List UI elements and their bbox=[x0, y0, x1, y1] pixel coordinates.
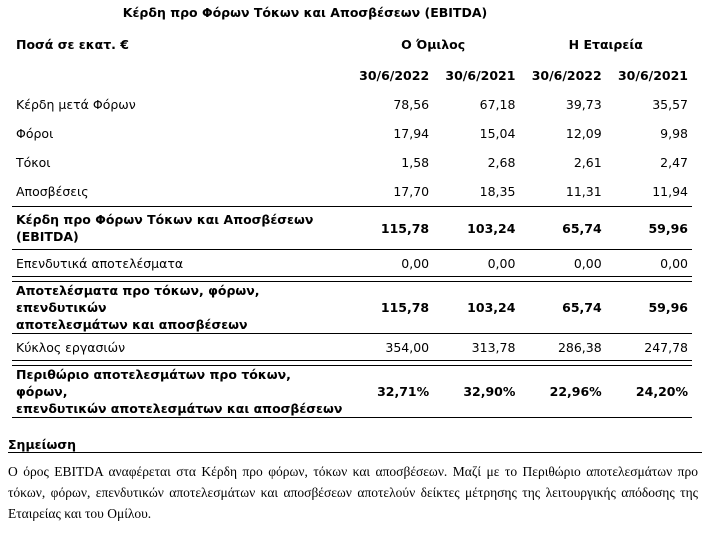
value-cell: 0,00 bbox=[433, 249, 520, 277]
value-cell: 12,09 bbox=[565, 126, 602, 141]
value-cell: 247,78 bbox=[605, 333, 692, 361]
value-cell: 15,04 bbox=[479, 126, 516, 141]
row-label: Κέρδη μετά Φόρων bbox=[16, 97, 136, 112]
table-row: Κύκλος εργασιών 354,00 313,78 286,38 247… bbox=[12, 333, 692, 361]
value-cell: 115,78 bbox=[346, 206, 434, 250]
row-label: Επενδυτικά αποτελέσματα bbox=[12, 249, 347, 277]
value-cell: 2,68 bbox=[487, 155, 516, 170]
amounts-label: Ποσά σε εκατ. € bbox=[16, 36, 129, 52]
value-cell: 67,18 bbox=[479, 97, 516, 112]
ebitda-table: Ποσά σε εκατ. € Ο Όμιλος Η Εταιρεία 30/6… bbox=[12, 28, 692, 418]
row-label: Αποσβέσεις bbox=[16, 184, 89, 199]
table-row: Αποσβέσεις 17,70 18,35 11,31 11,94 bbox=[12, 177, 692, 207]
row-label-line: επενδυτικών αποτελεσμάτων και αποσβέσεων bbox=[16, 401, 343, 416]
value-cell: 2,47 bbox=[660, 155, 688, 170]
row-label: Κύκλος εργασιών bbox=[12, 333, 347, 361]
value-cell: 354,00 bbox=[346, 333, 434, 361]
row-label: Περιθώριο αποτελεσμάτων προ τόκων, φόρων… bbox=[12, 365, 347, 418]
empty-header-cell bbox=[12, 60, 347, 90]
value-cell: 65,74 bbox=[519, 281, 606, 334]
row-label: Αποτελέσματα προ τόκων, φόρων, επενδυτικ… bbox=[12, 281, 347, 334]
note-text: Ο όρος EBITDA αναφέρεται στα Κέρδη προ φ… bbox=[8, 464, 698, 521]
date-company-2021: 30/6/2021 bbox=[617, 67, 688, 83]
table-title: Κέρδη προ Φόρων Τόκων και Αποσβέσεων (EB… bbox=[122, 5, 488, 20]
value-cell: 1,58 bbox=[401, 155, 430, 170]
value-cell: 59,96 bbox=[605, 281, 692, 334]
date-company-2022: 30/6/2022 bbox=[531, 67, 602, 83]
value-cell: 286,38 bbox=[519, 333, 606, 361]
value-cell: 22,96% bbox=[519, 365, 606, 418]
table-row: Κέρδη μετά Φόρων 78,56 67,18 39,73 35,57 bbox=[12, 90, 692, 119]
operating-results-row: Αποτελέσματα προ τόκων, φόρων, επενδυτικ… bbox=[12, 281, 692, 334]
margin-row: Περιθώριο αποτελεσμάτων προ τόκων, φόρων… bbox=[12, 365, 692, 418]
date-group-2021: 30/6/2021 bbox=[445, 67, 516, 83]
value-cell: 32,71% bbox=[346, 365, 434, 418]
note-heading: Σημείωση bbox=[8, 437, 76, 452]
table-row: Φόροι 17,94 15,04 12,09 9,98 bbox=[12, 119, 692, 148]
value-cell: 0,00 bbox=[605, 249, 692, 277]
value-cell: 17,94 bbox=[393, 126, 430, 141]
value-cell: 35,57 bbox=[652, 97, 688, 112]
value-cell: 24,20% bbox=[605, 365, 692, 418]
value-cell: 9,98 bbox=[660, 126, 688, 141]
ebitda-total-row: Κέρδη προ Φόρων Τόκων και Αποσβέσεων (EB… bbox=[12, 206, 692, 250]
value-cell: 11,94 bbox=[652, 184, 688, 199]
date-header-row: 30/6/2022 30/6/2021 30/6/2022 30/6/2021 bbox=[12, 60, 692, 90]
value-cell: 313,78 bbox=[433, 333, 520, 361]
value-cell: 0,00 bbox=[346, 249, 434, 277]
row-label-line: Περιθώριο αποτελεσμάτων προ τόκων, φόρων… bbox=[16, 367, 291, 399]
value-cell: 11,31 bbox=[565, 184, 602, 199]
table-row: Επενδυτικά αποτελέσματα 0,00 0,00 0,00 0… bbox=[12, 249, 692, 277]
value-cell: 103,24 bbox=[433, 281, 520, 334]
value-cell: 103,24 bbox=[433, 206, 520, 250]
row-label-line: (EBITDA) bbox=[16, 229, 79, 244]
value-cell: 65,74 bbox=[519, 206, 606, 250]
row-label-line: Αποτελέσματα προ τόκων, φόρων, επενδυτικ… bbox=[16, 283, 260, 315]
row-label: Κέρδη προ Φόρων Τόκων και Αποσβέσεων (EB… bbox=[12, 206, 347, 250]
value-cell: 2,61 bbox=[573, 155, 602, 170]
note-divider bbox=[8, 452, 702, 453]
table-row: Τόκοι 1,58 2,68 2,61 2,47 bbox=[12, 148, 692, 177]
company-label: Η Εταιρεία bbox=[568, 36, 643, 52]
value-cell: 17,70 bbox=[393, 184, 430, 199]
row-label-line: Κέρδη προ Φόρων Τόκων και Αποσβέσεων bbox=[16, 212, 314, 227]
value-cell: 59,96 bbox=[605, 206, 692, 250]
row-label: Φόροι bbox=[16, 126, 54, 141]
value-cell: 0,00 bbox=[519, 249, 606, 277]
value-cell: 39,73 bbox=[565, 97, 602, 112]
value-cell: 18,35 bbox=[479, 184, 516, 199]
row-label-line: αποτελεσμάτων και αποσβέσεων bbox=[16, 317, 248, 332]
value-cell: 32,90% bbox=[433, 365, 520, 418]
date-group-2022: 30/6/2022 bbox=[359, 67, 430, 83]
value-cell: 78,56 bbox=[393, 97, 430, 112]
group-label: Ο Όμιλος bbox=[401, 36, 466, 52]
group-header-row: Ποσά σε εκατ. € Ο Όμιλος Η Εταιρεία bbox=[12, 28, 692, 60]
value-cell: 115,78 bbox=[346, 281, 434, 334]
row-label: Τόκοι bbox=[16, 155, 51, 170]
